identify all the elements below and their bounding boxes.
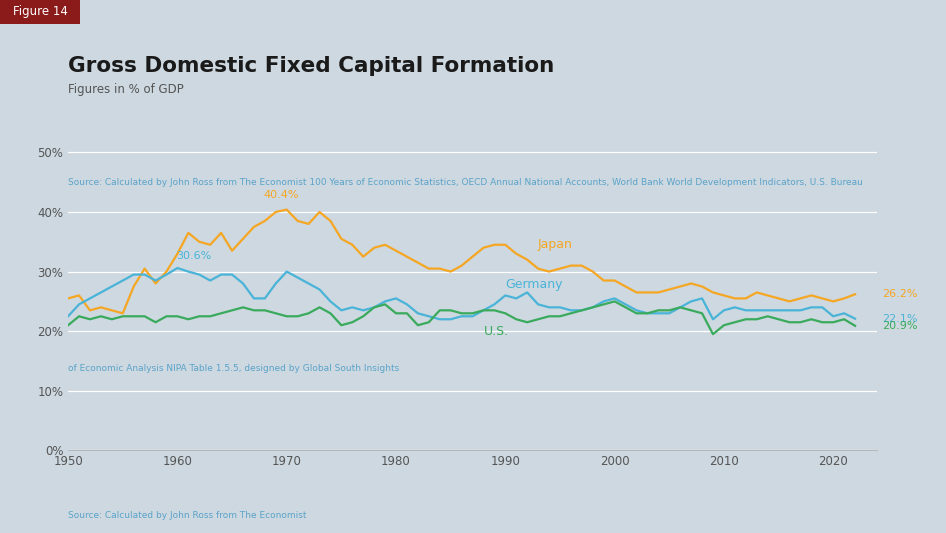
Text: 30.6%: 30.6% — [176, 251, 212, 261]
Text: 40.4%: 40.4% — [264, 190, 299, 200]
Text: of Economic Analysis NIPA Table 1.5.5, designed by Global South Insights: of Economic Analysis NIPA Table 1.5.5, d… — [68, 364, 399, 373]
Text: U.S.: U.S. — [483, 325, 509, 338]
Text: 26.2%: 26.2% — [882, 289, 918, 299]
Text: Gross Domestic Fixed Capital Formation: Gross Domestic Fixed Capital Formation — [68, 56, 554, 76]
Text: Source: Calculated by John Ross from The Economist 100 Years of Economic Statist: Source: Calculated by John Ross from The… — [68, 177, 863, 187]
Text: Germany: Germany — [505, 278, 563, 291]
Text: Figure 14: Figure 14 — [12, 5, 68, 19]
Text: 22.1%: 22.1% — [882, 314, 918, 324]
Text: 20.9%: 20.9% — [882, 321, 918, 331]
Text: Figures in % of GDP: Figures in % of GDP — [68, 83, 184, 95]
Text: Japan: Japan — [538, 238, 573, 251]
Text: Source: Calculated by John Ross from The Economist: Source: Calculated by John Ross from The… — [68, 511, 309, 520]
